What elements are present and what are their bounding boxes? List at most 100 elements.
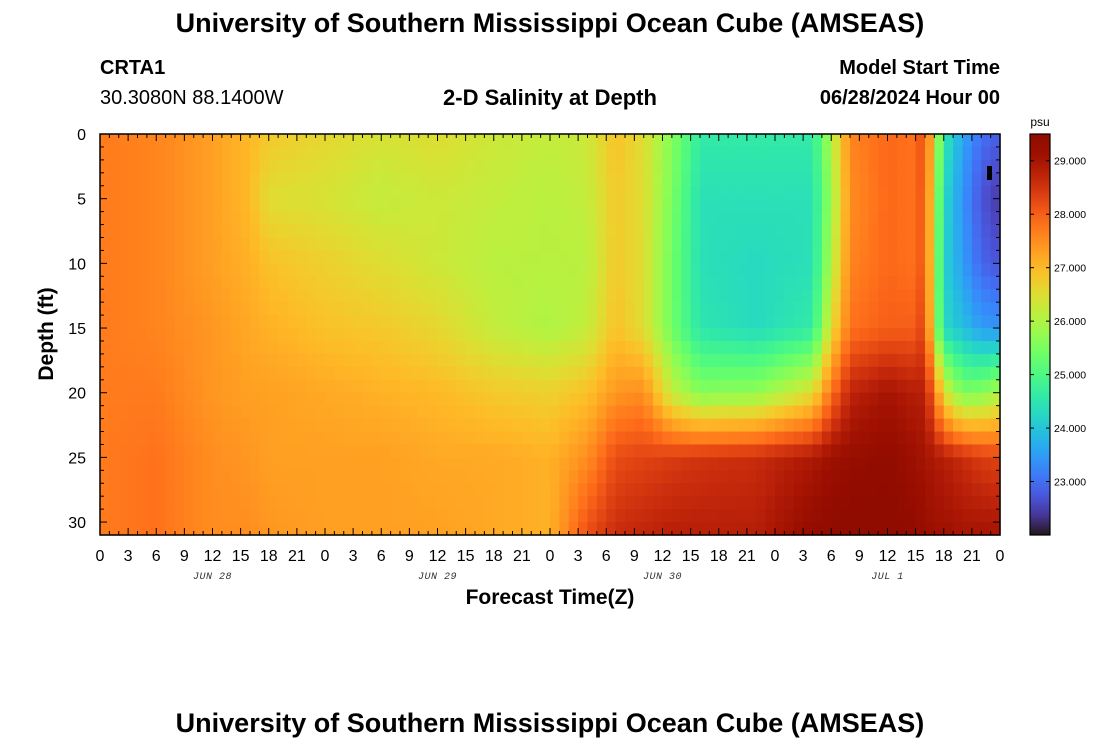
heatmap-cell	[953, 276, 964, 290]
heatmap-cell	[915, 353, 926, 368]
heatmap-cell	[296, 315, 307, 329]
heatmap-cell	[559, 392, 570, 407]
heatmap-cell	[718, 172, 729, 187]
model-start-value: 06/28/2024 Hour 00	[819, 87, 1000, 109]
heatmap-cell	[709, 185, 720, 200]
heatmap-cell	[343, 224, 354, 239]
heatmap-cell	[240, 134, 251, 148]
heatmap-cell	[962, 237, 973, 252]
heatmap-cell	[221, 379, 232, 394]
heatmap-cell	[118, 224, 129, 239]
heatmap-cell	[578, 457, 589, 471]
heatmap-cell	[418, 418, 429, 433]
heatmap-cell	[793, 134, 804, 148]
heatmap-cell	[343, 146, 354, 161]
heatmap-cell	[512, 379, 523, 394]
heatmap-cell	[643, 211, 654, 226]
heatmap-cell	[953, 250, 964, 264]
heatmap-cell	[606, 159, 617, 174]
heatmap-cell	[625, 340, 635, 355]
heatmap-cell	[400, 159, 410, 174]
heatmap-cell	[371, 483, 382, 497]
heatmap-cell	[634, 366, 645, 381]
heatmap-cell	[296, 431, 307, 446]
heatmap-cell	[437, 353, 448, 368]
heatmap-cell	[850, 289, 860, 303]
heatmap-cell	[784, 418, 795, 433]
heatmap-cell	[868, 237, 879, 252]
heatmap-cell	[446, 457, 457, 471]
heatmap-cell	[221, 146, 232, 161]
heatmap-cell	[296, 470, 307, 484]
heatmap-cell	[146, 392, 157, 407]
heatmap-cell	[737, 159, 748, 174]
heatmap-cell	[615, 457, 626, 471]
heatmap-cell	[559, 250, 570, 264]
heatmap-cell	[775, 496, 785, 510]
heatmap-cell	[296, 509, 307, 523]
heatmap-cell	[896, 211, 907, 226]
heatmap-cell	[212, 366, 223, 381]
heatmap-cell	[812, 237, 823, 252]
heatmap-cell	[653, 198, 664, 213]
heatmap-cell	[896, 379, 907, 394]
x-axis: 0 3 6 9 12 15 18 21 0 3 6 9 12 15 18 21 0 3 6 9 12 15 18 21 0 3 6 9…	[96, 134, 1005, 565]
heatmap-cell	[484, 457, 495, 471]
heatmap-cell	[521, 405, 532, 420]
heatmap-cell	[821, 392, 832, 407]
heatmap-cell	[240, 159, 251, 174]
heatmap-cell	[775, 483, 785, 497]
heatmap-cell	[578, 250, 589, 264]
heatmap-cell	[353, 198, 364, 213]
heatmap-cell	[428, 263, 439, 277]
heatmap-cell	[165, 211, 176, 226]
heatmap-cell	[146, 522, 157, 536]
heatmap-cell	[925, 134, 935, 148]
heatmap-cell	[606, 172, 617, 187]
heatmap-cell	[728, 263, 739, 277]
heatmap-cell	[521, 237, 532, 252]
heatmap-cell	[681, 172, 692, 187]
heatmap-cell	[203, 353, 214, 368]
heatmap-cell	[118, 302, 129, 316]
heatmap-cell	[906, 418, 917, 433]
heatmap-cell	[962, 366, 973, 381]
heatmap-cell	[662, 198, 673, 213]
heatmap-cell	[887, 444, 898, 458]
heatmap-cell	[137, 198, 148, 213]
heatmap-cell	[409, 379, 420, 394]
heatmap-cell	[643, 198, 654, 213]
heatmap-cell	[240, 457, 251, 471]
heatmap-cell	[315, 366, 326, 381]
heatmap-cell	[971, 328, 982, 342]
x-tick-label: 18	[485, 548, 503, 565]
heatmap-cell	[793, 276, 804, 290]
heatmap-cell	[325, 483, 335, 497]
heatmap-cell	[278, 224, 289, 239]
heatmap-cell	[268, 418, 279, 433]
heatmap-cell	[878, 470, 889, 484]
heatmap-cell	[925, 237, 935, 252]
heatmap-cell	[465, 496, 476, 510]
heatmap-cell	[962, 353, 973, 368]
heatmap-cell	[287, 496, 298, 510]
heatmap-cell	[484, 146, 495, 161]
heatmap-cell	[943, 172, 954, 187]
heatmap-cell	[540, 444, 551, 458]
heatmap-cell	[334, 159, 345, 174]
heatmap-cell	[315, 470, 326, 484]
heatmap-cell	[512, 224, 523, 239]
heatmap-cell	[803, 379, 814, 394]
heatmap-cell	[437, 340, 448, 355]
heatmap-cell	[100, 172, 110, 187]
heatmap-cell	[953, 405, 964, 420]
heatmap-cell	[803, 237, 814, 252]
heatmap-cell	[146, 211, 157, 226]
heatmap-cell	[334, 418, 345, 433]
heatmap-cell	[146, 379, 157, 394]
heatmap-cell	[521, 224, 532, 239]
heatmap-cell	[268, 172, 279, 187]
heatmap-cell	[503, 444, 514, 458]
heatmap-cell	[568, 328, 579, 342]
heatmap-cell	[503, 146, 514, 161]
